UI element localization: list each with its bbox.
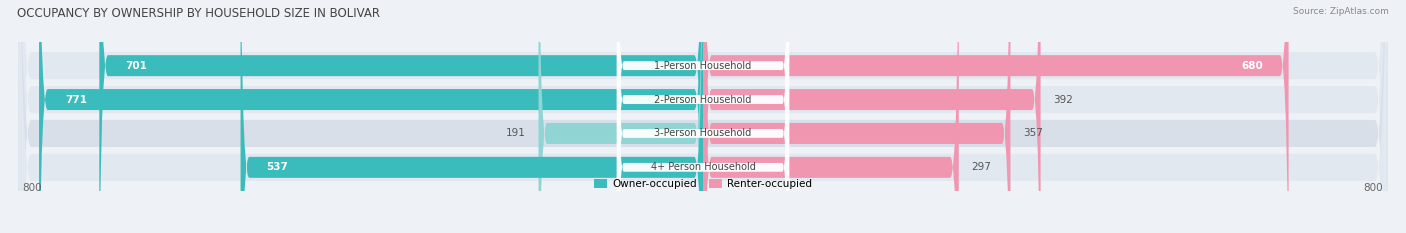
FancyBboxPatch shape — [100, 0, 703, 233]
FancyBboxPatch shape — [703, 0, 1011, 233]
Text: 701: 701 — [125, 61, 148, 71]
FancyBboxPatch shape — [703, 0, 959, 233]
Text: 771: 771 — [65, 95, 87, 105]
Text: 680: 680 — [1241, 61, 1263, 71]
FancyBboxPatch shape — [240, 0, 703, 233]
Legend: Owner-occupied, Renter-occupied: Owner-occupied, Renter-occupied — [591, 175, 815, 193]
FancyBboxPatch shape — [703, 0, 1040, 233]
Text: OCCUPANCY BY OWNERSHIP BY HOUSEHOLD SIZE IN BOLIVAR: OCCUPANCY BY OWNERSHIP BY HOUSEHOLD SIZE… — [17, 7, 380, 20]
FancyBboxPatch shape — [617, 0, 789, 233]
Text: Source: ZipAtlas.com: Source: ZipAtlas.com — [1294, 7, 1389, 16]
Text: 537: 537 — [266, 162, 288, 172]
Text: 357: 357 — [1024, 128, 1043, 138]
FancyBboxPatch shape — [18, 0, 1388, 233]
FancyBboxPatch shape — [18, 0, 1388, 233]
Text: 392: 392 — [1053, 95, 1073, 105]
FancyBboxPatch shape — [538, 0, 703, 233]
Text: 4+ Person Household: 4+ Person Household — [651, 162, 755, 172]
FancyBboxPatch shape — [18, 0, 1388, 233]
Text: 2-Person Household: 2-Person Household — [654, 95, 752, 105]
FancyBboxPatch shape — [18, 0, 1388, 233]
FancyBboxPatch shape — [39, 0, 703, 233]
FancyBboxPatch shape — [703, 0, 1289, 233]
Text: 800: 800 — [22, 183, 42, 193]
Text: 1-Person Household: 1-Person Household — [654, 61, 752, 71]
Text: 191: 191 — [506, 128, 526, 138]
FancyBboxPatch shape — [617, 0, 789, 233]
Text: 297: 297 — [972, 162, 991, 172]
FancyBboxPatch shape — [617, 0, 789, 233]
Text: 3-Person Household: 3-Person Household — [654, 128, 752, 138]
Text: 800: 800 — [1364, 183, 1384, 193]
FancyBboxPatch shape — [617, 0, 789, 233]
